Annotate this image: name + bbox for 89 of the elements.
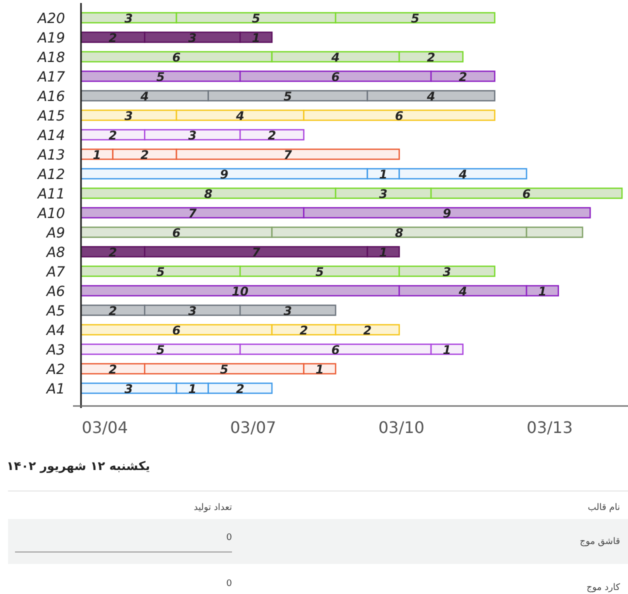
data-label: 1	[379, 245, 388, 260]
y-tick-label: A8	[46, 244, 66, 261]
data-label: 3	[188, 304, 197, 318]
y-tick-label: A5	[46, 303, 66, 320]
text: 03/13	[526, 418, 573, 437]
y-tick-label: A7	[46, 264, 66, 280]
data-label: 5	[315, 264, 324, 279]
data-label: 3	[284, 304, 292, 318]
data-label: 0	[226, 533, 232, 543]
data-label: 2	[108, 128, 118, 142]
text: 03/07	[230, 418, 276, 437]
data-label: 2	[108, 362, 118, 376]
data-label: 7	[284, 148, 293, 162]
y-tick-label: A14	[36, 128, 65, 144]
data-label: 5	[156, 70, 165, 84]
data-label: 1	[92, 148, 102, 162]
data-label: 9	[442, 206, 452, 220]
data-label: 5	[410, 11, 420, 26]
data-label: 2	[108, 245, 118, 260]
data-label: 3	[442, 264, 452, 279]
data-label: 5	[252, 11, 260, 26]
y-tick-label: A1	[46, 381, 65, 398]
data-label: 1	[315, 362, 324, 376]
data-label: 6	[522, 186, 531, 201]
y-tick-label: A13	[36, 147, 65, 164]
data-label: 4	[426, 89, 436, 104]
text: نام قالب	[588, 503, 620, 513]
data-label: 1	[188, 382, 197, 396]
data-label: 9	[220, 167, 228, 182]
y-tick-label: A11	[36, 186, 65, 202]
data-label: 7	[188, 206, 198, 220]
data-label: 5	[156, 342, 165, 357]
data-label: 5	[284, 89, 292, 104]
data-label: 3	[188, 128, 197, 142]
data-label: 1	[379, 167, 388, 182]
data-label: 4	[234, 108, 244, 123]
data-label: 5	[156, 264, 165, 279]
y-tick-label: A6	[46, 284, 66, 300]
y-tick-label: A20	[36, 10, 66, 27]
y-tick-label: A16	[36, 88, 66, 105]
data-label: 6	[395, 108, 404, 123]
data-label: 2	[236, 382, 244, 396]
text: یکشنبه ۱۲ شهریور ۱۴۰۲	[6, 459, 150, 473]
y-tick-label: A4	[46, 322, 65, 339]
y-tick-label: A10	[36, 206, 66, 222]
data-label: 2	[108, 30, 118, 45]
y-tick-label: A17	[36, 69, 66, 86]
data-label: 4	[458, 167, 468, 182]
data-label: 2	[363, 323, 372, 338]
data-label: 1	[442, 342, 452, 357]
category-label: قاشق موج	[580, 537, 620, 547]
data-label: 6	[331, 70, 340, 84]
text: تعداد تولید	[194, 503, 232, 513]
category-label: کارد موج	[586, 583, 621, 593]
data-label: 3	[124, 382, 133, 396]
data-label: 3	[124, 108, 133, 123]
data-label: 3	[379, 186, 388, 201]
data-label: 10	[232, 284, 248, 298]
data-label: 2	[458, 70, 468, 84]
data-label: 7	[252, 245, 261, 260]
data-label: 4	[330, 50, 340, 64]
data-label: 2	[426, 50, 436, 64]
y-tick-label: A12	[36, 166, 66, 183]
data-label: 6	[331, 342, 340, 357]
data-label: 4	[139, 89, 149, 104]
data-label: 2	[140, 148, 149, 162]
data-label: 2	[300, 323, 308, 338]
data-label: 1	[252, 30, 260, 45]
y-tick-label: A19	[36, 30, 66, 46]
y-tick-label: A3	[46, 342, 65, 358]
text: 03/04	[82, 418, 128, 437]
y-tick-label: A15	[36, 108, 66, 124]
data-label: 8	[204, 186, 212, 201]
data-label: 2	[108, 304, 118, 318]
data-label: 6	[172, 50, 181, 64]
y-tick-label: A18	[36, 50, 66, 66]
data-label: 2	[268, 128, 276, 142]
data-label: 8	[395, 226, 404, 240]
data-label: 4	[458, 284, 468, 298]
data-label: 5	[220, 362, 228, 376]
text: 03/10	[378, 418, 424, 437]
data-label: 6	[172, 226, 181, 240]
data-label: 1	[538, 284, 547, 298]
data-label: 3	[188, 30, 197, 45]
y-tick-label: A9	[46, 225, 66, 242]
data-label: 3	[124, 11, 133, 26]
data-label: 6	[172, 323, 181, 338]
data-label: 0	[226, 579, 232, 589]
y-tick-label: A2	[46, 362, 66, 378]
